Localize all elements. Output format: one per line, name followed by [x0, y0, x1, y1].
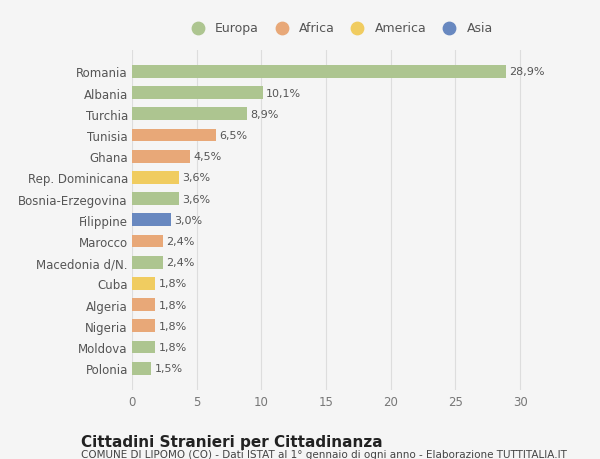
Bar [132, 277, 155, 290]
Text: 10,1%: 10,1% [266, 89, 301, 98]
Bar [132, 193, 179, 206]
Bar [132, 298, 155, 311]
Text: 3,6%: 3,6% [182, 194, 210, 204]
Bar [132, 214, 171, 227]
Text: 1,8%: 1,8% [158, 300, 187, 310]
Bar [132, 320, 155, 332]
Text: 8,9%: 8,9% [250, 110, 279, 119]
Text: 1,8%: 1,8% [158, 342, 187, 352]
Text: 1,8%: 1,8% [158, 321, 187, 331]
Bar [132, 87, 263, 100]
Bar [132, 66, 506, 78]
Text: Cittadini Stranieri per Cittadinanza: Cittadini Stranieri per Cittadinanza [81, 434, 383, 449]
Text: COMUNE DI LIPOMO (CO) - Dati ISTAT al 1° gennaio di ogni anno - Elaborazione TUT: COMUNE DI LIPOMO (CO) - Dati ISTAT al 1°… [81, 449, 567, 459]
Bar [132, 256, 163, 269]
Bar [132, 172, 179, 185]
Legend: Europa, Africa, America, Asia: Europa, Africa, America, Asia [182, 19, 496, 37]
Bar [132, 235, 163, 248]
Text: 2,4%: 2,4% [166, 236, 194, 246]
Text: 1,5%: 1,5% [155, 364, 183, 373]
Text: 3,6%: 3,6% [182, 173, 210, 183]
Bar [132, 341, 155, 353]
Bar [132, 362, 151, 375]
Text: 28,9%: 28,9% [509, 67, 545, 77]
Bar [132, 151, 190, 163]
Text: 4,5%: 4,5% [193, 152, 222, 162]
Bar [132, 108, 247, 121]
Text: 2,4%: 2,4% [166, 257, 194, 268]
Bar [132, 129, 216, 142]
Text: 3,0%: 3,0% [174, 215, 202, 225]
Text: 1,8%: 1,8% [158, 279, 187, 289]
Text: 6,5%: 6,5% [220, 131, 247, 141]
